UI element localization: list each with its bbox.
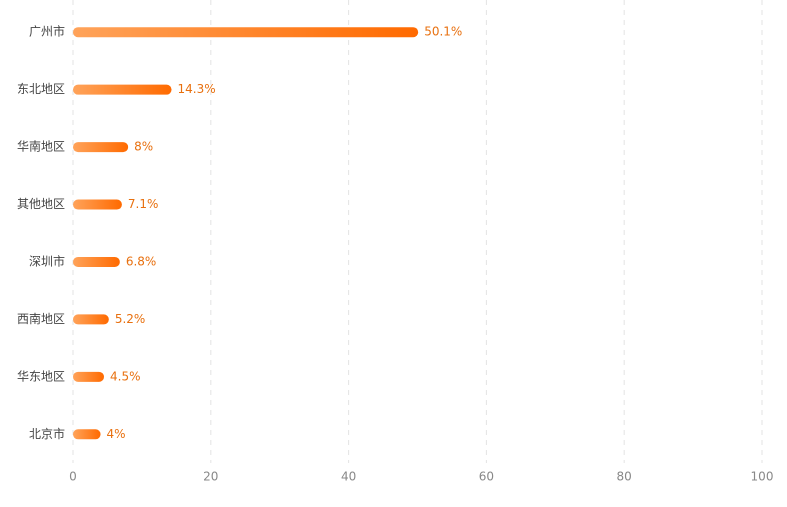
bar (73, 27, 419, 38)
y-tick-label: 华南地区 (17, 139, 65, 154)
y-tick-label: 东北地区 (17, 82, 65, 96)
bar (73, 84, 172, 95)
data-label: 50.1% (424, 25, 462, 39)
y-tick-label: 华东地区 (17, 369, 65, 383)
bar (73, 371, 105, 382)
y-tick-label: 北京市 (29, 426, 65, 441)
data-label: 4.5% (110, 369, 141, 383)
data-label: 6.8% (126, 254, 156, 268)
x-tick-label: 80 (617, 470, 632, 484)
y-tick-label: 广州市 (29, 24, 65, 39)
x-tick-label: 100 (751, 470, 774, 484)
x-tick-label: 60 (479, 470, 494, 484)
bar (73, 142, 129, 153)
x-tick-label: 0 (69, 470, 77, 484)
bar (73, 199, 122, 210)
bar (73, 256, 120, 267)
data-label: 5.2% (115, 312, 146, 326)
x-tick-label: 20 (203, 470, 218, 484)
data-label: 8% (134, 140, 153, 154)
bar (73, 314, 109, 325)
y-tick-label: 西南地区 (17, 311, 65, 326)
data-label: 7.1% (128, 197, 159, 211)
data-label: 14.3% (178, 82, 216, 96)
data-label: 4% (107, 427, 126, 441)
x-tick-label: 40 (341, 470, 356, 484)
y-tick-label: 其他地区 (17, 197, 65, 211)
bar (73, 429, 101, 440)
y-tick-label: 深圳市 (29, 253, 65, 268)
